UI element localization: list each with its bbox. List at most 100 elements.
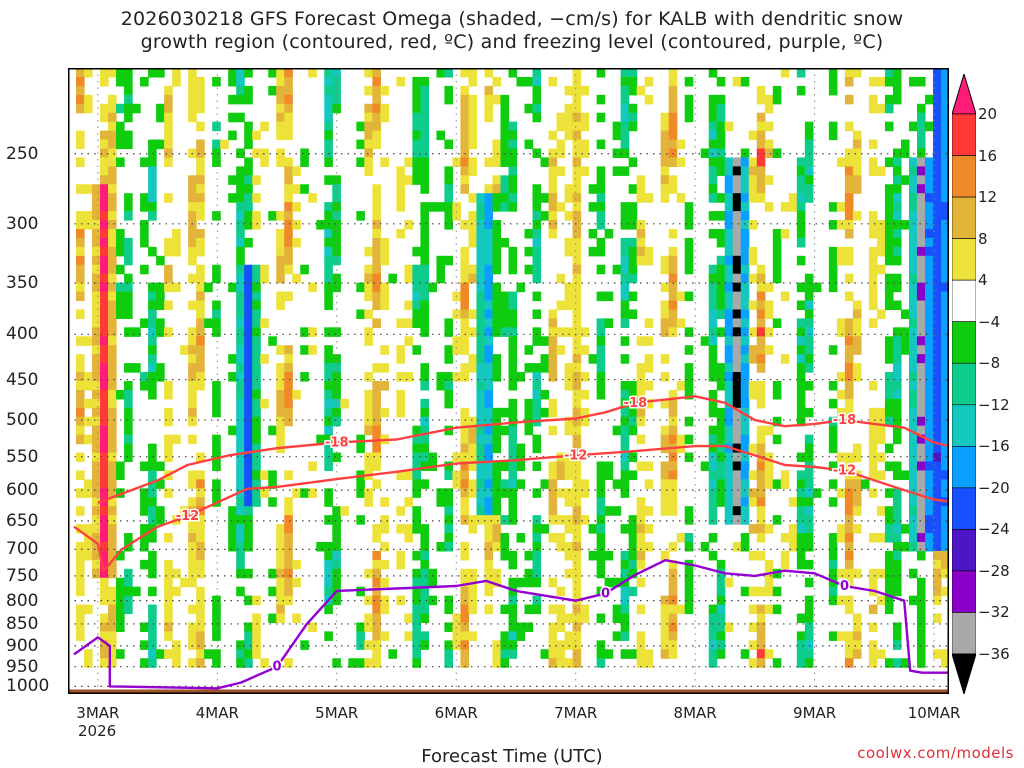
heatmap-cell [124,398,133,409]
heatmap-cell [108,318,117,328]
heatmap-cell [540,193,550,203]
heatmap-cell [76,220,85,230]
heatmap-cell [716,327,726,337]
heatmap-cell [868,264,878,275]
heatmap-cell [708,425,718,436]
heatmap-cell [500,130,510,141]
heatmap-cell [356,139,365,150]
heatmap-cell [732,193,742,203]
heatmap-cell [876,649,886,659]
heatmap-cell [932,515,942,525]
heatmap-cell [108,550,117,561]
heatmap-cell [492,282,502,293]
heatmap-cell [548,658,558,668]
heatmap-cell [92,255,101,266]
heatmap-cell [684,220,694,230]
heatmap-cell [756,291,766,302]
heatmap-cell [324,255,333,266]
heatmap-cell [108,488,117,498]
heatmap-cell [124,237,133,248]
heatmap-cell [100,273,109,284]
heatmap-cell [148,479,157,489]
heatmap-cell [940,211,949,221]
heatmap-cell [380,255,389,266]
heatmap-cell [244,658,253,668]
heatmap-cell [940,121,949,132]
heatmap-cell [916,372,926,382]
heatmap-cell [892,398,902,409]
heatmap-cell [188,327,197,337]
heatmap-cell [852,336,862,346]
heatmap-cell [100,452,109,463]
heatmap-cell [932,425,942,436]
heatmap-cell [356,211,365,221]
heatmap-cell [572,497,582,507]
heatmap-cell [468,264,478,275]
heatmap-cell [324,76,333,87]
heatmap-cell [908,309,918,319]
heatmap-cell [532,559,542,570]
heatmap-cell [196,228,205,239]
heatmap-cell [148,568,157,579]
heatmap-cell [372,604,381,615]
heatmap-cell [164,649,173,659]
heatmap-cell [708,407,718,418]
heatmap-cell [212,658,221,668]
heatmap-cell [164,604,173,615]
heatmap-cell [500,184,510,194]
heatmap-cell [892,184,902,194]
heatmap-cell [396,76,405,87]
source-credit[interactable]: coolwx.com/models [857,744,1014,762]
heatmap-cell [620,139,630,150]
heatmap-cell [908,273,918,284]
heatmap-cell [244,184,253,194]
heatmap-cell [796,282,806,293]
heatmap-cell [276,568,285,579]
heatmap-cell [332,94,341,105]
heatmap-cell [188,631,197,641]
heatmap-cell [708,479,718,489]
heatmap-cell [300,264,309,275]
heatmap-cell [668,103,678,114]
heatmap-cell [212,211,221,221]
y-tick-label: 400 [6,324,39,345]
heatmap-cell [548,76,558,87]
heatmap-cell [852,488,862,498]
heatmap-cell [804,622,814,632]
heatmap-cell [684,264,694,275]
heatmap-cell [252,309,261,319]
heatmap-cell [148,488,157,498]
heatmap-cell [844,649,854,659]
heatmap-cell [476,220,486,230]
heatmap-cell [244,381,253,391]
heatmap-cell [892,76,902,87]
heatmap-cell [700,336,710,346]
heatmap-cell [620,559,630,570]
heatmap-cell [372,649,381,659]
heatmap-cell [924,479,934,489]
heatmap-cell [620,613,630,624]
heatmap-cell [756,300,766,311]
heatmap-cell [644,255,654,266]
heatmap-cell [620,434,630,445]
heatmap-cell [620,389,630,400]
heatmap-cell [460,577,470,588]
heatmap-cell [108,130,117,141]
heatmap-cell [420,246,430,257]
heatmap-cell [596,586,606,597]
heatmap-cell [604,228,614,239]
heatmap-cell [164,631,173,641]
heatmap-cell [108,452,117,463]
heatmap-cell [852,363,862,373]
heatmap-cell [804,407,814,418]
heatmap-cell [708,139,718,150]
heatmap-cell [84,541,93,552]
heatmap-cell [108,613,117,624]
heatmap-cell [196,166,205,176]
heatmap-cell [572,434,582,445]
heatmap-cell [332,398,341,409]
heatmap-cell [332,559,341,570]
heatmap-cell [412,524,421,534]
heatmap-cell [164,237,173,248]
heatmap-cell [668,398,678,409]
